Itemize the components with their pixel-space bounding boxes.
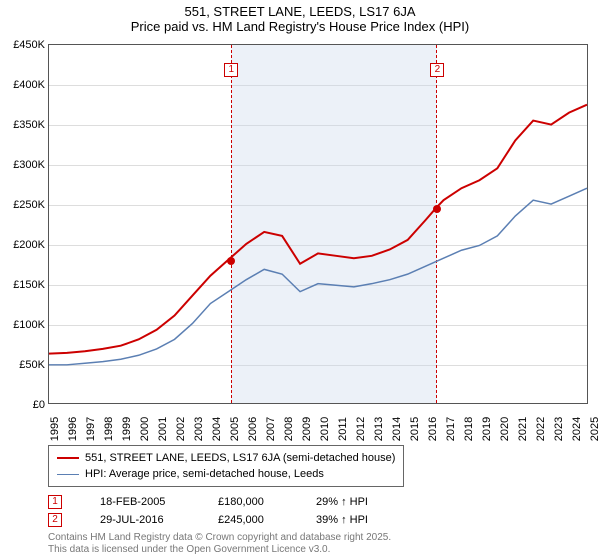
x-tick-label: 2013 (373, 417, 385, 441)
sale-date: 29-JUL-2016 (100, 514, 180, 526)
x-tick-label: 2019 (481, 417, 493, 441)
y-tick-label: £0 (5, 399, 45, 411)
x-tick-label: 2002 (175, 417, 187, 441)
x-tick-label: 2003 (193, 417, 205, 441)
sale-row: 2 29-JUL-2016 £245,000 39% ↑ HPI (48, 511, 588, 529)
x-tick-label: 2011 (337, 417, 349, 441)
footer: Contains HM Land Registry data © Crown c… (48, 532, 391, 556)
x-tick-label: 2000 (139, 417, 151, 441)
y-tick-label: £450K (5, 39, 45, 51)
hpi-line (49, 188, 587, 365)
x-tick-label: 2012 (355, 417, 367, 441)
x-tick-label: 2010 (319, 417, 331, 441)
sale-price: £245,000 (218, 514, 278, 526)
chart: £0£50K£100K£150K£200K£250K£300K£350K£400… (48, 44, 588, 404)
x-tick-label: 1996 (67, 417, 79, 441)
x-tick-label: 2008 (283, 417, 295, 441)
y-tick-label: £400K (5, 79, 45, 91)
sale-date: 18-FEB-2005 (100, 496, 180, 508)
page-subtitle: Price paid vs. HM Land Registry's House … (0, 19, 600, 34)
x-tick-label: 2022 (535, 417, 547, 441)
x-tick-label: 2017 (445, 417, 457, 441)
x-tick-label: 2023 (553, 417, 565, 441)
sale-diff: 39% ↑ HPI (316, 514, 368, 526)
footer-line: This data is licensed under the Open Gov… (48, 544, 391, 556)
y-tick-label: £50K (5, 359, 45, 371)
x-tick-label: 1999 (121, 417, 133, 441)
x-tick-label: 2014 (391, 417, 403, 441)
sale-price: £180,000 (218, 496, 278, 508)
x-tick-label: 2015 (409, 417, 421, 441)
y-tick-label: £350K (5, 119, 45, 131)
x-tick-label: 2021 (517, 417, 529, 441)
x-tick-label: 2016 (427, 417, 439, 441)
legend-label: HPI: Average price, semi-detached house,… (85, 466, 324, 482)
x-tick-label: 2025 (589, 417, 600, 441)
x-tick-label: 2005 (229, 417, 241, 441)
y-tick-label: £100K (5, 319, 45, 331)
x-tick-label: 2018 (463, 417, 475, 441)
x-tick-label: 2004 (211, 417, 223, 441)
sale-row-marker: 2 (48, 513, 62, 527)
y-tick-label: £250K (5, 199, 45, 211)
sale-row: 1 18-FEB-2005 £180,000 29% ↑ HPI (48, 493, 588, 511)
x-tick-label: 1997 (85, 417, 97, 441)
x-tick-label: 2024 (571, 417, 583, 441)
legend-label: 551, STREET LANE, LEEDS, LS17 6JA (semi-… (85, 450, 395, 466)
x-tick-label: 1998 (103, 417, 115, 441)
page-title: 551, STREET LANE, LEEDS, LS17 6JA (0, 4, 600, 19)
x-tick-label: 2020 (499, 417, 511, 441)
sale-row-marker: 1 (48, 495, 62, 509)
sale-dot (433, 205, 441, 213)
sale-diff: 29% ↑ HPI (316, 496, 368, 508)
price-line (49, 105, 587, 354)
sale-dot (227, 257, 235, 265)
legend-item-hpi: HPI: Average price, semi-detached house,… (57, 466, 395, 482)
legend-box: 551, STREET LANE, LEEDS, LS17 6JA (semi-… (48, 445, 404, 487)
x-tick-label: 1995 (49, 417, 61, 441)
legend-item-price: 551, STREET LANE, LEEDS, LS17 6JA (semi-… (57, 450, 395, 466)
x-tick-label: 2009 (301, 417, 313, 441)
y-tick-label: £200K (5, 239, 45, 251)
x-tick-label: 2006 (247, 417, 259, 441)
x-tick-label: 2007 (265, 417, 277, 441)
y-tick-label: £150K (5, 279, 45, 291)
y-tick-label: £300K (5, 159, 45, 171)
x-tick-label: 2001 (157, 417, 169, 441)
footer-line: Contains HM Land Registry data © Crown c… (48, 532, 391, 544)
